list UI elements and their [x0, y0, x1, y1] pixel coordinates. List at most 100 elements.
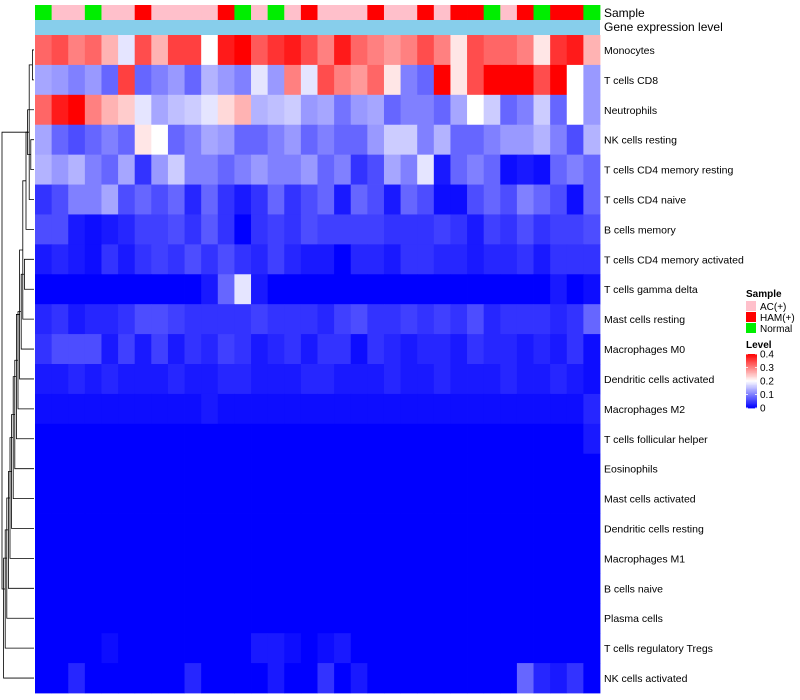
heatmap-cell: [383, 543, 401, 574]
heatmap-cell: [367, 633, 385, 664]
heatmap-cell: [68, 603, 86, 634]
heatmap-cell: [167, 244, 185, 275]
heatmap-cell: [68, 633, 86, 664]
heatmap-cell: [151, 124, 169, 156]
heatmap-cell: [417, 154, 435, 185]
heatmap-cell: [201, 453, 219, 485]
heatmap-cell: [350, 334, 368, 365]
heatmap-cell: [35, 184, 53, 215]
heatmap-cell: [367, 513, 385, 544]
heatmap-cell: [134, 633, 152, 664]
heatmap-cell: [84, 154, 102, 185]
heatmap-cell: [500, 423, 518, 455]
heatmap-cell: [101, 64, 119, 96]
heatmap-cell: [334, 543, 352, 574]
heatmap-cell: [118, 124, 136, 156]
heatmap-cell: [234, 154, 252, 185]
legend-colorbar-segment: [746, 359, 757, 362]
heatmap-cell: [151, 423, 169, 455]
heatmap-cell: [201, 573, 219, 604]
heatmap-cell: [583, 334, 601, 365]
heatmap-cell: [284, 304, 302, 335]
heatmap-cell: [51, 483, 69, 514]
sample-annotation-cell: [334, 5, 352, 20]
heatmap-cell: [350, 543, 368, 574]
heatmap-cell: [367, 124, 385, 156]
heatmap-cell: [51, 154, 69, 185]
row-label: T cells CD4 memory activated: [604, 254, 744, 266]
heatmap-cell: [317, 154, 335, 185]
heatmap-cell: [350, 483, 368, 514]
heatmap-cell: [317, 274, 335, 305]
sample-annotation-cell: [151, 5, 169, 20]
heatmap-cell: [450, 64, 468, 96]
heatmap-cell: [118, 274, 136, 305]
legend-colorbar-segment: [746, 368, 757, 371]
heatmap-cell: [533, 64, 551, 96]
heatmap-cell: [533, 393, 551, 425]
heatmap-cell: [118, 483, 136, 514]
heatmap-cell: [84, 184, 102, 215]
heatmap-cell: [334, 633, 352, 664]
heatmap-cell: [284, 64, 302, 96]
legend-colorbar-segment: [746, 371, 757, 374]
heatmap-cell: [383, 364, 401, 395]
heatmap-cell: [51, 184, 69, 215]
heatmap-cell: [400, 483, 418, 514]
heatmap-cell: [334, 94, 352, 126]
heatmap-cell: [84, 483, 102, 514]
heatmap-cell: [500, 154, 518, 185]
heatmap-cell: [483, 64, 501, 96]
heatmap-cell: [35, 513, 53, 544]
heatmap-cell: [367, 274, 385, 305]
heatmap-cell: [350, 184, 368, 215]
heatmap-cell: [167, 633, 185, 664]
heatmap-cell: [51, 663, 69, 694]
heatmap-cell: [383, 124, 401, 156]
heatmap-cell: [267, 453, 285, 485]
heatmap-cell: [566, 453, 584, 485]
heatmap-cell: [251, 423, 269, 455]
legend-colorbar-segment: [746, 391, 757, 394]
heatmap-cell: [300, 184, 318, 215]
legend-colorbar-segment: [746, 399, 757, 402]
heatmap-cell: [68, 274, 86, 305]
heatmap-cell: [35, 453, 53, 485]
row-label: T cells follicular helper: [604, 434, 708, 446]
heatmap-cell: [300, 543, 318, 574]
dendrogram-branch: [15, 314, 34, 440]
heatmap-cell: [234, 64, 252, 96]
sample-annotation-cell: [201, 5, 219, 20]
heatmap-cell: [566, 483, 584, 514]
heatmap-cell: [51, 423, 69, 455]
heatmap-cell: [350, 453, 368, 485]
heatmap-cell: [350, 603, 368, 634]
heatmap-cell: [467, 94, 485, 126]
heatmap-cell: [433, 603, 451, 634]
heatmap-cell: [251, 274, 269, 305]
heatmap-cell: [317, 603, 335, 634]
heatmap-cell: [134, 184, 152, 215]
heatmap-cell: [467, 35, 485, 66]
heatmap-cell: [383, 64, 401, 96]
heatmap-cell: [234, 184, 252, 215]
heatmap-cell: [516, 35, 534, 66]
heatmap-cell: [383, 35, 401, 66]
heatmap-cell: [251, 663, 269, 694]
heatmap-cell: [101, 393, 119, 425]
sample-annotation-cell: [84, 5, 102, 20]
heatmap-cell: [467, 184, 485, 215]
heatmap-cell: [500, 35, 518, 66]
heatmap-cell: [533, 364, 551, 395]
heatmap-cell: [500, 334, 518, 365]
heatmap-cell: [284, 154, 302, 185]
heatmap-cell: [433, 663, 451, 694]
heatmap-cell: [217, 573, 235, 604]
heatmap-cell: [217, 663, 235, 694]
heatmap-cell: [583, 274, 601, 305]
dendrogram-branch: [19, 249, 34, 380]
dendrogram-branch: [1, 131, 28, 590]
heatmap-cell: [300, 274, 318, 305]
heatmap-cell: [317, 304, 335, 335]
heatmap-cell: [101, 184, 119, 215]
